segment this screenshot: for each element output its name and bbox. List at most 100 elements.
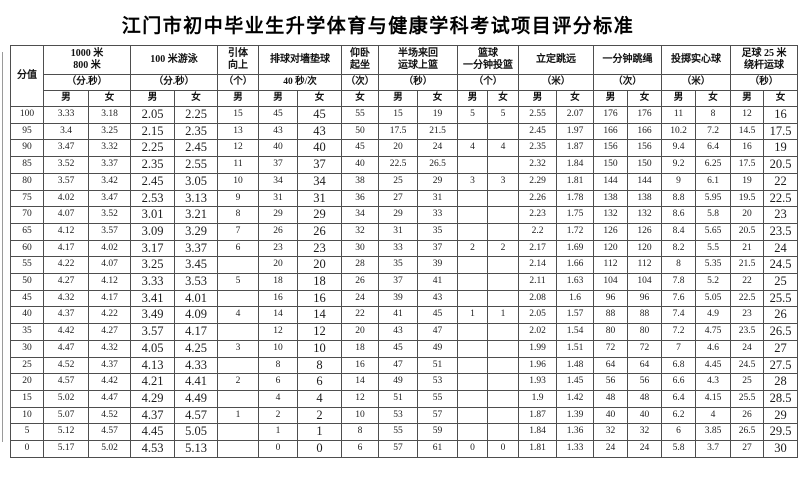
value-cell: 57 xyxy=(378,440,418,458)
value-cell: 4.27 xyxy=(43,273,89,291)
value-cell: 29 xyxy=(258,206,298,224)
value-cell: 43 xyxy=(258,122,298,141)
value-cell: 3.49 xyxy=(130,306,175,325)
value-cell: 56 xyxy=(593,373,628,391)
value-cell: 25 xyxy=(730,373,764,391)
value-cell: 3.85 xyxy=(695,423,731,442)
value-cell: 4.42 xyxy=(43,323,89,341)
value-cell: 4.45 xyxy=(130,423,175,442)
value-cell: 40 xyxy=(297,139,342,158)
value-cell: 27.5 xyxy=(763,356,798,375)
value-cell: 4 xyxy=(217,306,259,325)
value-cell: 2 xyxy=(258,406,298,425)
value-cell: 3.4 xyxy=(43,122,89,141)
value-cell: 1 xyxy=(258,423,298,442)
value-cell: 3.52 xyxy=(88,206,131,224)
value-cell xyxy=(457,406,488,425)
value-cell: 3.09 xyxy=(130,222,175,241)
value-cell: 4.41 xyxy=(174,373,218,391)
score-cell: 20 xyxy=(10,373,44,391)
value-cell: 6.6 xyxy=(661,373,696,391)
value-cell: 32 xyxy=(593,423,628,442)
gender-header: 女 xyxy=(627,90,662,107)
value-cell xyxy=(457,256,488,275)
event-unit-header: （分.秒） xyxy=(43,74,131,91)
value-cell: 15 xyxy=(217,106,259,124)
page-edge-line xyxy=(2,52,3,442)
value-cell xyxy=(457,273,488,291)
table-header: 分值 1000 米 800 米 100 米游泳 引体 向上 排球对墙垫球 仰卧 起坐 半场来回 运球… xyxy=(10,45,798,107)
value-cell: 4.12 xyxy=(43,222,89,241)
value-cell: 45 xyxy=(417,306,458,325)
value-cell: 29 xyxy=(297,206,342,224)
event-unit-header: （秒） xyxy=(378,74,458,91)
value-cell: 20.5 xyxy=(730,222,764,241)
event-name-header: 立定跳远 xyxy=(518,45,594,75)
value-cell: 8.8 xyxy=(661,189,696,208)
value-cell xyxy=(457,189,488,208)
value-cell: 1.96 xyxy=(518,356,557,375)
value-cell: 37 xyxy=(258,156,298,174)
value-cell: 166 xyxy=(627,122,662,141)
value-cell: 2.29 xyxy=(518,172,557,191)
value-cell xyxy=(457,423,488,442)
value-cell: 40 xyxy=(258,139,298,158)
table-row: 50 4.27 4.12 3.33 3.53 5 18 18 26 37 41 2.11 1.63 104… xyxy=(10,273,798,291)
event-name-header: 排球对墙垫球 xyxy=(258,45,342,75)
value-cell: 1.9 xyxy=(518,389,557,408)
value-cell: 3.7 xyxy=(695,440,731,458)
value-cell: 1.75 xyxy=(556,206,594,224)
value-cell: 47 xyxy=(417,323,458,341)
value-cell: 5 xyxy=(217,273,259,291)
score-cell: 15 xyxy=(10,389,44,408)
gender-header: 女 xyxy=(695,90,731,107)
event-unit-header: （秒） xyxy=(730,74,798,91)
value-cell: 1.54 xyxy=(556,323,594,341)
value-cell: 3.53 xyxy=(174,273,218,291)
value-cell: 4.6 xyxy=(695,339,731,358)
value-cell xyxy=(217,356,259,375)
value-cell: 14.5 xyxy=(730,122,764,141)
header-row-genders: 男女男女男男女女男女男女男女男女男女男女 xyxy=(11,90,798,107)
value-cell: 34 xyxy=(258,172,298,191)
value-cell: 2.05 xyxy=(518,306,557,325)
value-cell xyxy=(487,339,519,358)
value-cell: 4.07 xyxy=(88,256,131,275)
value-cell: 45 xyxy=(258,106,298,124)
value-cell: 24 xyxy=(763,239,798,258)
value-cell: 3.17 xyxy=(130,239,175,258)
value-cell: 21.5 xyxy=(730,256,764,275)
value-cell: 32 xyxy=(341,222,379,241)
value-cell: 15 xyxy=(378,106,418,124)
score-cell: 5 xyxy=(10,423,44,442)
value-cell: 112 xyxy=(593,256,628,275)
value-cell: 48 xyxy=(627,389,662,408)
value-cell: 19 xyxy=(763,139,798,158)
table-row: 15 5.02 4.47 4.29 4.49 4 4 12 51 55 1.9 1.42 48 48 6.4… xyxy=(10,389,798,408)
value-cell: 27 xyxy=(378,189,418,208)
value-cell: 2.07 xyxy=(556,106,594,124)
value-cell: 156 xyxy=(593,139,628,158)
value-cell: 2.55 xyxy=(518,106,557,124)
value-cell: 2.05 xyxy=(130,106,175,124)
value-cell: 45 xyxy=(297,106,342,124)
value-cell: 0 xyxy=(457,440,488,458)
score-cell: 50 xyxy=(10,273,44,291)
value-cell: 3.29 xyxy=(174,222,218,241)
value-cell xyxy=(217,323,259,341)
value-cell: 1.39 xyxy=(556,406,594,425)
value-cell: 20 xyxy=(341,323,379,341)
value-cell: 37 xyxy=(297,156,342,174)
value-cell: 29.5 xyxy=(763,423,798,442)
gender-header: 女 xyxy=(297,90,342,107)
value-cell: 11 xyxy=(661,106,696,124)
value-cell: 22 xyxy=(763,172,798,191)
value-cell: 4.75 xyxy=(695,323,731,341)
table-row: 25 4.52 4.37 4.13 4.33 8 8 16 47 51 1.96 1.48 64 64 6.… xyxy=(10,356,798,375)
value-cell: 16 xyxy=(763,106,798,124)
value-cell: 8.6 xyxy=(661,206,696,224)
value-cell: 1.69 xyxy=(556,239,594,258)
value-cell: 7 xyxy=(217,222,259,241)
value-cell: 5.2 xyxy=(695,273,731,291)
table-row: 10 5.07 4.52 4.37 4.57 1 2 2 10 53 57 1.87 1.39 40 40 6… xyxy=(10,406,798,425)
